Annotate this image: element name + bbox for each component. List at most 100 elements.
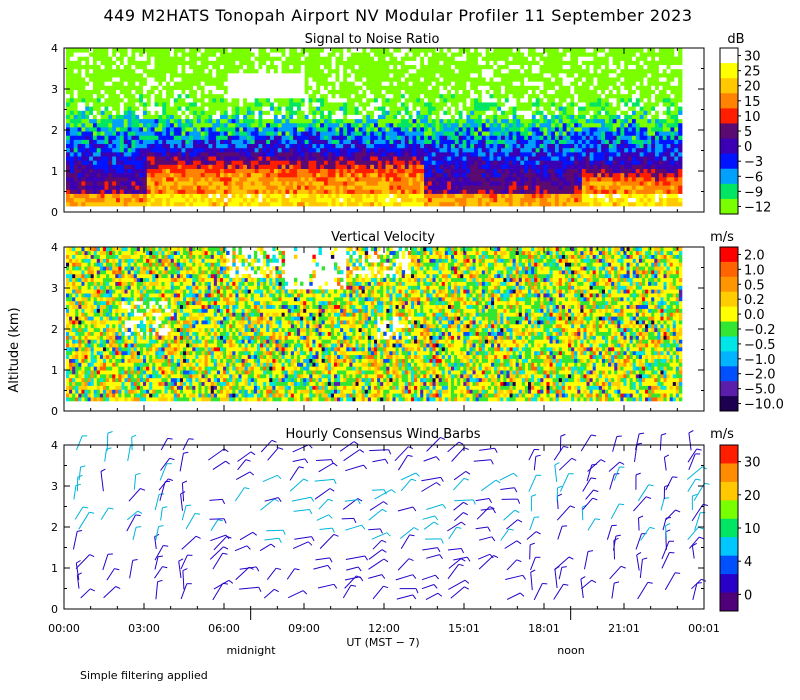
snr-cell xyxy=(327,97,333,103)
snr-cell xyxy=(150,85,155,90)
snr-cell xyxy=(104,168,109,174)
snr-cell xyxy=(551,89,556,95)
snr-cell xyxy=(516,110,521,115)
snr-cell xyxy=(320,168,325,174)
snr-cell xyxy=(400,127,406,132)
snr-cell xyxy=(358,118,363,124)
snr-cell xyxy=(239,139,244,145)
snr-cell xyxy=(504,193,510,199)
snr-cell xyxy=(143,56,148,61)
snr-cell xyxy=(447,135,452,140)
snr-cell xyxy=(231,64,236,70)
snr-cell xyxy=(227,68,232,74)
snr-cell xyxy=(543,81,548,86)
snr-cell xyxy=(235,176,240,182)
snr-cell xyxy=(143,118,148,124)
snr-cell xyxy=(169,201,175,207)
snr-cell xyxy=(273,189,279,194)
snr-cell xyxy=(89,185,94,190)
snr-cell xyxy=(397,89,402,95)
snr-cell xyxy=(108,60,113,66)
snr-cell xyxy=(223,139,229,145)
snr-cell xyxy=(393,164,398,169)
snr-cell xyxy=(543,93,548,99)
snr-cell xyxy=(458,48,463,53)
snr-cell xyxy=(89,68,94,74)
snr-cell xyxy=(266,97,271,103)
snr-cell xyxy=(427,64,433,70)
snr-cell xyxy=(374,143,379,149)
snr-cell xyxy=(354,106,359,111)
snr-cell xyxy=(300,89,306,95)
snr-cell xyxy=(143,68,148,74)
snr-cell xyxy=(92,143,98,149)
snr-cell xyxy=(254,81,259,86)
snr-cell xyxy=(235,164,240,169)
snr-cell xyxy=(497,127,502,132)
snr-cell xyxy=(539,89,544,95)
snr-cell xyxy=(389,122,394,128)
snr-cell xyxy=(173,135,179,140)
snr-cell xyxy=(512,114,517,120)
snr-cell xyxy=(558,197,564,203)
snr-cell xyxy=(162,193,167,199)
snr-cell xyxy=(81,114,86,120)
snr-cell xyxy=(81,135,86,140)
snr-cell xyxy=(162,201,167,207)
snr-cell xyxy=(481,185,487,190)
snr-cell xyxy=(139,193,144,199)
snr-cell xyxy=(427,160,433,165)
snr-cell xyxy=(477,52,483,57)
snr-cell xyxy=(331,160,336,165)
snr-cell xyxy=(112,110,117,115)
snr-cell xyxy=(512,89,517,95)
snr-cell xyxy=(266,147,271,153)
snr-cell xyxy=(370,131,375,136)
snr-cell xyxy=(266,131,271,136)
snr-cell xyxy=(512,197,517,203)
snr-cell xyxy=(443,127,448,132)
snr-cell xyxy=(96,156,102,161)
snr-cell xyxy=(204,60,209,66)
snr-cell xyxy=(474,151,479,157)
snr-cell xyxy=(285,106,290,111)
snr-cell xyxy=(520,118,525,124)
snr-cell xyxy=(316,193,321,199)
snr-cell xyxy=(135,68,140,74)
snr-cell xyxy=(185,114,190,120)
snr-cell xyxy=(427,110,433,115)
snr-cell xyxy=(116,143,121,149)
snr-cell xyxy=(212,77,217,82)
snr-cell xyxy=(543,185,548,190)
snr-cell xyxy=(185,127,190,132)
snr-cell xyxy=(223,64,229,70)
snr-cell xyxy=(297,185,302,190)
snr-cell xyxy=(454,81,460,86)
snr-cell xyxy=(277,172,282,178)
snr-cell xyxy=(285,122,290,128)
snr-cell xyxy=(223,201,229,207)
snr-cell xyxy=(420,81,425,86)
snr-cell xyxy=(493,193,498,199)
snr-cell xyxy=(116,197,121,203)
snr-cell xyxy=(501,156,506,161)
snr-cell xyxy=(528,172,533,178)
snr-cell xyxy=(270,181,275,186)
snr-cell xyxy=(158,89,163,95)
snr-cell xyxy=(551,127,556,132)
snr-cell xyxy=(385,93,390,99)
snr-cell xyxy=(481,106,487,111)
snr-cell xyxy=(69,164,75,169)
snr-cell xyxy=(535,85,540,90)
snr-cell xyxy=(424,85,429,90)
snr-cell xyxy=(131,77,136,82)
snr-cell xyxy=(235,102,240,107)
snr-cell xyxy=(216,151,221,157)
snr-cell xyxy=(308,160,313,165)
snr-cell xyxy=(304,64,309,70)
snr-cell xyxy=(562,189,567,194)
snr-cell xyxy=(166,68,171,74)
snr-cell xyxy=(108,201,113,207)
snr-cell xyxy=(566,147,571,153)
snr-cell xyxy=(177,81,182,86)
